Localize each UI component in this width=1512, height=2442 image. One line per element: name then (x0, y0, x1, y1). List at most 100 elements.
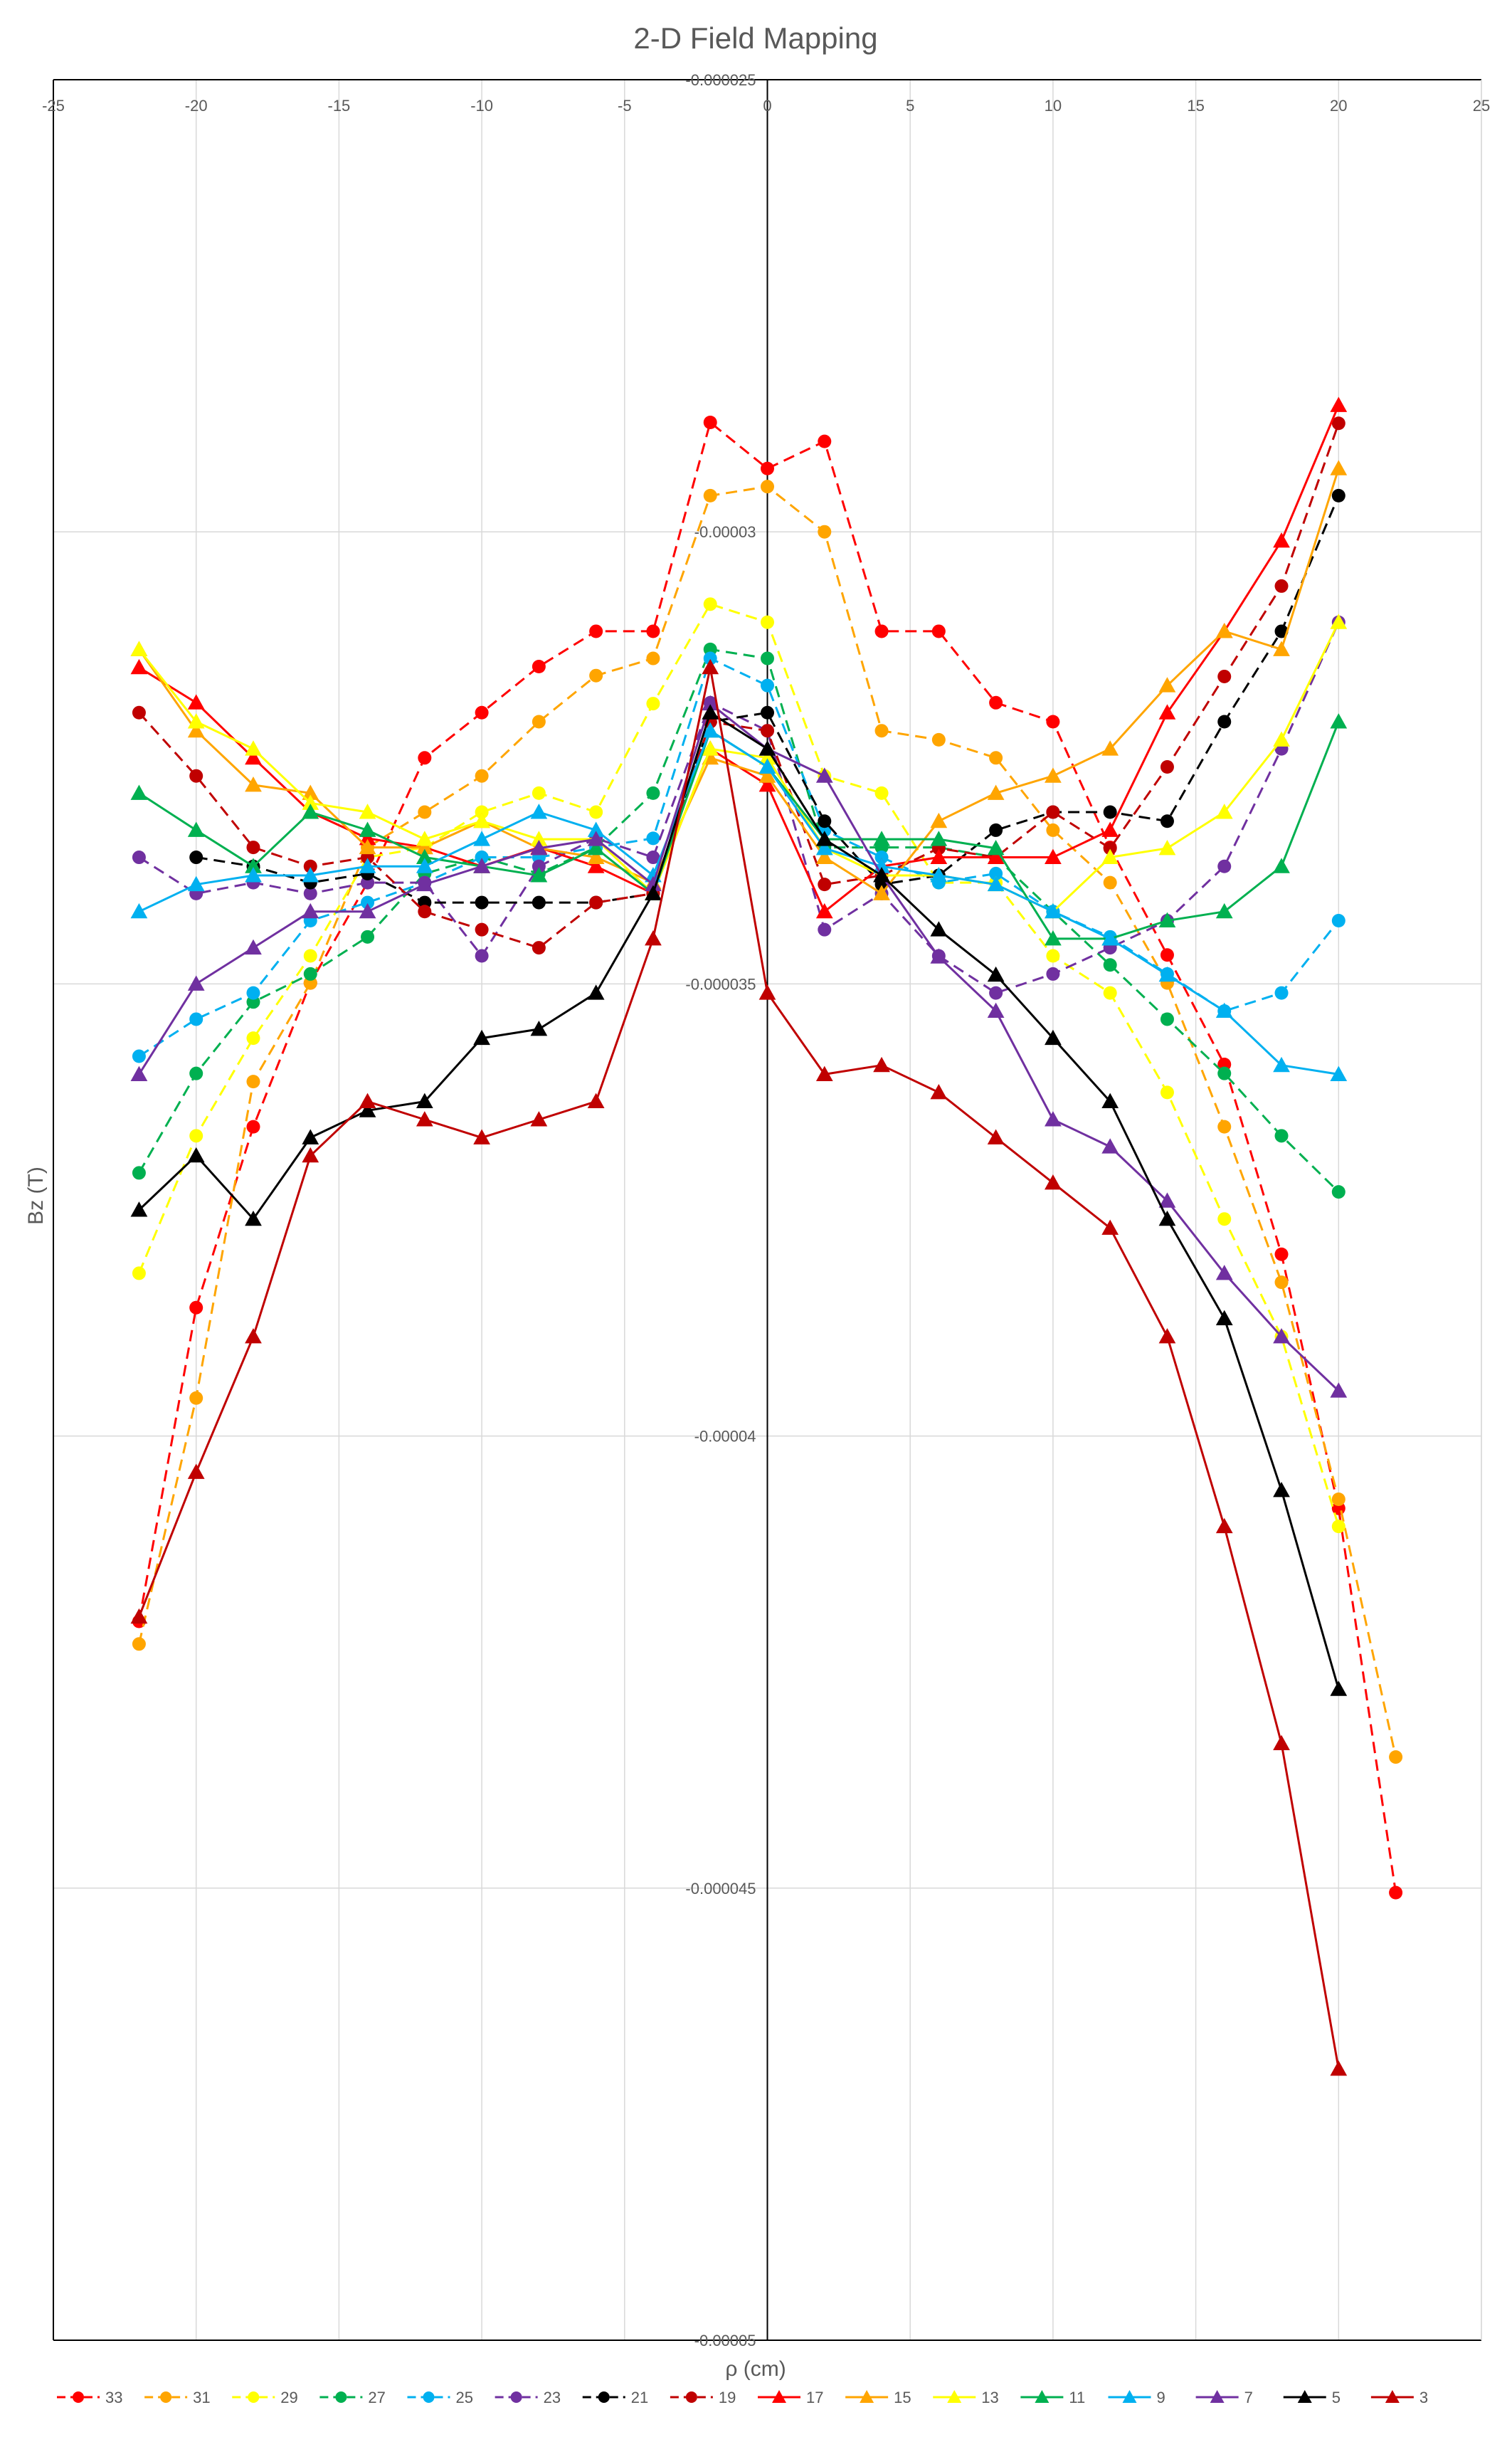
data-point (532, 715, 546, 729)
data-point (761, 651, 774, 665)
series-line (138, 730, 1339, 1075)
data-point (772, 2390, 786, 2403)
data-point (1160, 760, 1174, 774)
data-point (1045, 767, 1062, 783)
data-point (1035, 2390, 1050, 2403)
data-point (1330, 2061, 1348, 2076)
legend-label: 15 (894, 2389, 911, 2406)
data-point (931, 624, 946, 638)
data-point (646, 786, 660, 800)
data-point (530, 1021, 548, 1036)
data-point (1158, 1192, 1176, 1208)
y-tick-label: -0.00003 (694, 523, 756, 541)
data-point (532, 659, 546, 673)
data-point (189, 1129, 203, 1143)
x-tick-label: 10 (1045, 97, 1062, 115)
data-point (1273, 858, 1290, 873)
data-point (761, 461, 774, 475)
data-point (361, 930, 375, 944)
data-point (930, 867, 948, 883)
data-point (874, 786, 889, 800)
data-point (1160, 1085, 1174, 1100)
data-point (187, 821, 205, 837)
data-point (361, 895, 375, 910)
data-point (303, 949, 317, 963)
data-point (873, 867, 890, 883)
data-point (303, 886, 317, 900)
data-point (245, 939, 262, 955)
data-point (418, 751, 432, 765)
x-tick-label: 15 (1187, 97, 1204, 115)
data-point (1330, 614, 1348, 629)
data-point (1274, 1247, 1289, 1261)
data-point (1045, 1111, 1062, 1127)
data-point (758, 740, 776, 756)
data-point (1103, 986, 1117, 1000)
data-point (1215, 804, 1233, 819)
data-point (1158, 677, 1176, 693)
data-point (132, 1637, 146, 1651)
data-point (589, 624, 603, 638)
data-point (245, 749, 262, 765)
data-point (130, 641, 148, 656)
data-point (416, 831, 433, 846)
data-point (989, 751, 1003, 765)
data-point (1330, 713, 1348, 729)
data-point (1122, 2390, 1137, 2403)
data-point (818, 878, 832, 892)
data-point (416, 1093, 433, 1109)
series-line (138, 621, 1340, 913)
data-point (702, 695, 719, 711)
data-point (589, 805, 603, 819)
data-point (646, 831, 660, 846)
data-point (302, 1147, 319, 1163)
data-point (1046, 805, 1060, 819)
legend-item: 3 (1370, 2389, 1428, 2406)
legend-label: 31 (193, 2389, 210, 2406)
data-point (1273, 641, 1290, 656)
data-point (1274, 1275, 1289, 1290)
y-tick-label: -0.000035 (685, 975, 756, 993)
x-tick-label: -10 (470, 97, 493, 115)
data-point (302, 784, 319, 800)
data-point (587, 831, 605, 846)
series-31 (132, 480, 1403, 1764)
data-point (758, 777, 776, 792)
series-line (196, 495, 1340, 904)
data-point (1158, 966, 1176, 982)
data-point (246, 986, 260, 1000)
legend-label: 21 (631, 2389, 648, 2406)
data-point (758, 984, 776, 1000)
series-line (137, 421, 1397, 1893)
data-point (1330, 1065, 1348, 1081)
y-tick-labels: -0.000025 -0.00003 -0.000035 -0.00004 -0.000… (685, 71, 756, 2349)
data-point (1330, 1680, 1348, 1696)
data-point (132, 851, 146, 865)
legend-item: 33 (57, 2389, 122, 2406)
data-point (930, 948, 948, 964)
series-29 (132, 597, 1346, 1534)
data-point (815, 767, 833, 783)
data-point (1045, 848, 1062, 865)
data-point (189, 769, 203, 783)
data-point (187, 875, 205, 892)
data-point (1331, 913, 1346, 927)
series-line (138, 648, 1340, 1193)
data-point (130, 1201, 148, 1217)
series-line (138, 423, 1340, 949)
x-tick-label: -25 (42, 97, 65, 115)
data-point (989, 823, 1003, 837)
legend-item: 7 (1195, 2389, 1253, 2406)
data-point (761, 480, 774, 494)
data-point (930, 1083, 948, 1100)
series-7 (130, 695, 1348, 1398)
data-point (187, 722, 205, 738)
data-point (1158, 839, 1176, 856)
data-point (758, 767, 776, 783)
data-point (1330, 460, 1348, 475)
data-point (818, 525, 832, 539)
series-layer (130, 396, 1403, 2076)
data-point (645, 885, 662, 900)
data-point (359, 902, 376, 919)
